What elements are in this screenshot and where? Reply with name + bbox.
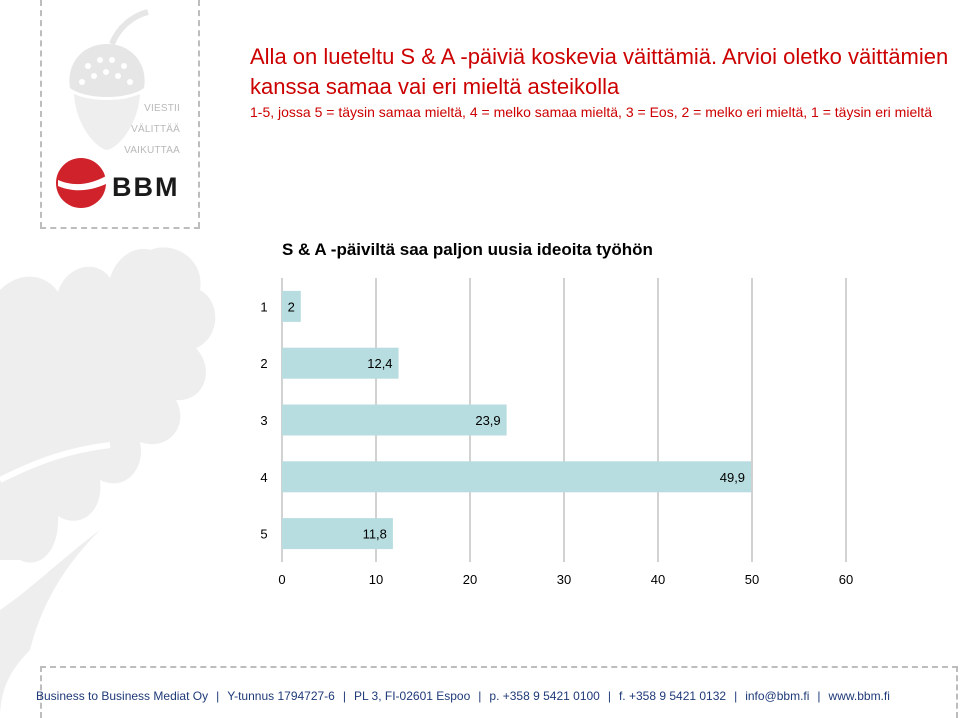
- x-tick-label: 60: [839, 572, 853, 587]
- acorn-logo-icon: [69, 9, 149, 150]
- bbm-logo-icon: [56, 158, 106, 208]
- frame-left-border: [40, 0, 42, 228]
- footer-top-border: [40, 666, 958, 668]
- x-tick-label: 40: [651, 572, 665, 587]
- data-label: 12,4: [367, 356, 392, 371]
- footer-separator: |: [478, 689, 482, 703]
- footer-website-link[interactable]: www.bbm.fi: [828, 689, 890, 703]
- footer-separator: |: [216, 689, 220, 703]
- data-label: 2: [288, 299, 295, 314]
- y-category-label: 1: [260, 299, 267, 314]
- bar: [282, 461, 752, 493]
- bar: [282, 404, 507, 436]
- bbm-logo-text: BBM: [112, 172, 180, 202]
- y-category-label: 3: [260, 413, 267, 428]
- slide-heading: Alla on lueteltu S & A -päiviä koskevia …: [250, 44, 949, 99]
- bar: [282, 290, 301, 322]
- x-tick-label: 0: [278, 572, 285, 587]
- data-label: 49,9: [720, 470, 745, 485]
- slide-scale-description: 1-5, jossa 5 = täysin samaa mieltä, 4 = …: [250, 104, 933, 120]
- footer-separator: |: [817, 689, 821, 703]
- bar: [282, 518, 393, 550]
- x-tick-label: 20: [463, 572, 477, 587]
- footer-email-link[interactable]: info@bbm.fi: [745, 689, 810, 703]
- tagline-line-3: VAIKUTTAA: [124, 145, 180, 156]
- data-label: 11,8: [363, 527, 387, 542]
- footer-right-border: [956, 666, 958, 718]
- footer: Business to Business Mediat Oy | Y-tunnus …: [36, 689, 960, 703]
- x-tick-label: 30: [557, 572, 571, 587]
- frame-bottom-border: [40, 227, 200, 229]
- y-category-label: 2: [260, 356, 267, 371]
- footer-separator: |: [342, 689, 346, 703]
- footer-fax: f. +358 9 5421 0132: [618, 689, 727, 703]
- y-category-label: 4: [260, 470, 267, 485]
- tagline-line-2: VÄLITTÄÄ: [131, 124, 180, 135]
- oak-leaf-decoration: [0, 247, 216, 718]
- footer-business-id: Y-tunnus 1794727-6: [227, 689, 335, 703]
- frame-right-border: [198, 0, 200, 228]
- x-tick-label: 50: [745, 572, 759, 587]
- footer-separator: |: [607, 689, 611, 703]
- chart-title: S & A -päiviltä saa paljon uusia ideoita…: [282, 240, 653, 259]
- tagline-line-1: VIESTII: [144, 103, 180, 114]
- x-tick-label: 10: [369, 572, 383, 587]
- footer-company: Business to Business Mediat Oy: [36, 689, 209, 703]
- footer-phone: p. +358 9 5421 0100: [489, 689, 600, 703]
- footer-left-border: [40, 666, 42, 718]
- y-category-label: 5: [260, 527, 267, 542]
- bar: [282, 347, 399, 379]
- footer-address: PL 3, FI-02601 Espoo: [353, 689, 471, 703]
- footer-separator: |: [734, 689, 738, 703]
- data-label: 23,9: [475, 413, 500, 428]
